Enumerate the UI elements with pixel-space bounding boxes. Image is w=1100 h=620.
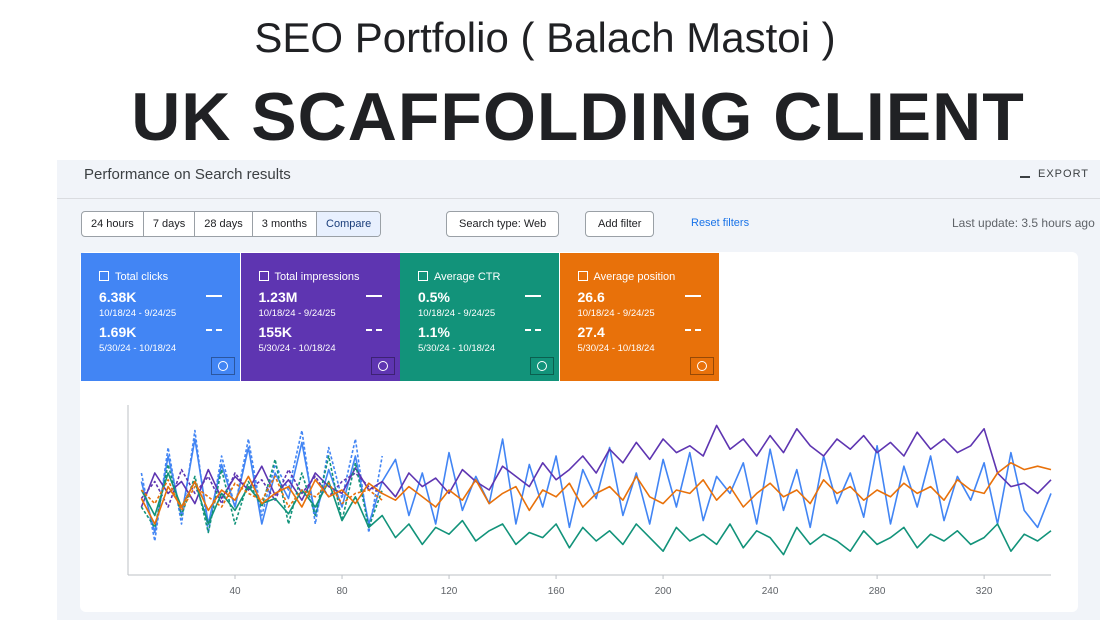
metric-range: 10/18/24 - 9/24/25	[418, 308, 496, 319]
line-icon	[206, 295, 222, 297]
dash-icon	[365, 329, 382, 331]
reset-filters[interactable]: Reset filters	[691, 217, 750, 229]
dash-icon	[206, 329, 222, 331]
x-tick-label: 320	[976, 586, 993, 597]
metric-range: 5/30/24 - 10/18/24	[577, 343, 655, 354]
metric-value: 1.23M	[258, 289, 298, 305]
date-filter[interactable]: Compare	[317, 212, 381, 236]
help-icon[interactable]	[689, 357, 714, 375]
metric-label: Average CTR	[418, 271, 500, 283]
metric-card[interactable]: Average CTR 0.5% 10/18/24 - 9/24/25 1.1% 5/3…	[400, 253, 559, 381]
date-filter[interactable]: 7 days	[144, 212, 196, 236]
date-filter[interactable]: 24 hours	[82, 212, 144, 236]
series-line	[140, 424, 1052, 508]
line-icon	[365, 295, 382, 297]
series-line	[140, 472, 1052, 556]
metric-value: 155K	[258, 324, 292, 340]
page-title: SEO Portfolio ( Balach Mastoi )	[254, 14, 836, 61]
dash-icon	[525, 329, 541, 331]
metric-range: 5/30/24 - 10/18/24	[99, 343, 177, 354]
export-button[interactable]: EXPORT	[1020, 166, 1089, 180]
add-filter[interactable]: Add filter	[585, 211, 655, 237]
x-tick-label: 200	[655, 586, 672, 597]
last-update: Last update: 3.5 hours ago	[952, 216, 1095, 230]
date-filter[interactable]: 28 days	[195, 212, 253, 236]
series-line	[140, 462, 1052, 525]
metric-label: Total clicks	[99, 271, 168, 283]
search-type[interactable]: Search type: Web	[446, 211, 560, 237]
metric-card[interactable]: Total clicks 6.38K 10/18/24 - 9/24/25 1.69K…	[81, 253, 240, 381]
metric-value: 27.4	[577, 324, 605, 340]
compare-line	[140, 455, 383, 534]
metric-label: Total impressions	[259, 271, 360, 283]
compare-line	[140, 468, 383, 508]
x-tick-label: 160	[548, 586, 565, 597]
dash-icon	[684, 329, 701, 331]
metric-value: 1.69K	[99, 324, 137, 340]
metric-value: 1.1%	[418, 324, 450, 340]
metric-card[interactable]: Total impressions 1.23M 10/18/24 - 9/24/25…	[240, 253, 400, 381]
metric-value: 0.5%	[418, 289, 450, 305]
page-subtitle: UK SCAFFOLDING CLIENT	[131, 79, 1025, 155]
metric-range: 5/30/24 - 10/18/24	[258, 343, 336, 354]
metric-range: 5/30/24 - 10/18/24	[418, 343, 496, 354]
help-icon[interactable]	[370, 357, 395, 375]
x-tick-label: 280	[869, 586, 886, 597]
divider	[57, 198, 1100, 199]
metric-card[interactable]: Average position 26.6 10/18/24 - 9/24/25 27…	[559, 253, 719, 381]
x-tick-label: 120	[441, 586, 458, 597]
metric-range: 10/18/24 - 9/24/25	[577, 308, 655, 319]
x-tick-label: 40	[229, 586, 241, 597]
panel-title: Performance on Search results	[84, 166, 291, 183]
line-icon	[684, 295, 701, 297]
line-icon	[525, 295, 541, 297]
x-tick-label: 240	[762, 586, 779, 597]
metric-label: Average position	[578, 271, 676, 283]
compare-line	[140, 475, 383, 512]
metric-range: 10/18/24 - 9/24/25	[258, 308, 336, 319]
series-line	[140, 438, 1052, 534]
help-icon[interactable]	[530, 357, 554, 375]
metric-value: 6.38K	[99, 289, 137, 305]
compare-line	[140, 429, 383, 542]
help-icon[interactable]	[211, 357, 235, 375]
x-tick-label: 80	[336, 586, 348, 597]
metric-range: 10/18/24 - 9/24/25	[99, 308, 177, 319]
date-filters: 24 hours 7 days 28 days 3 months Compare	[81, 211, 382, 237]
date-filter[interactable]: 3 months	[253, 212, 318, 236]
chart: 40 80 120 160 200 240 280 320	[127, 405, 1052, 597]
metric-value: 26.6	[577, 289, 605, 305]
